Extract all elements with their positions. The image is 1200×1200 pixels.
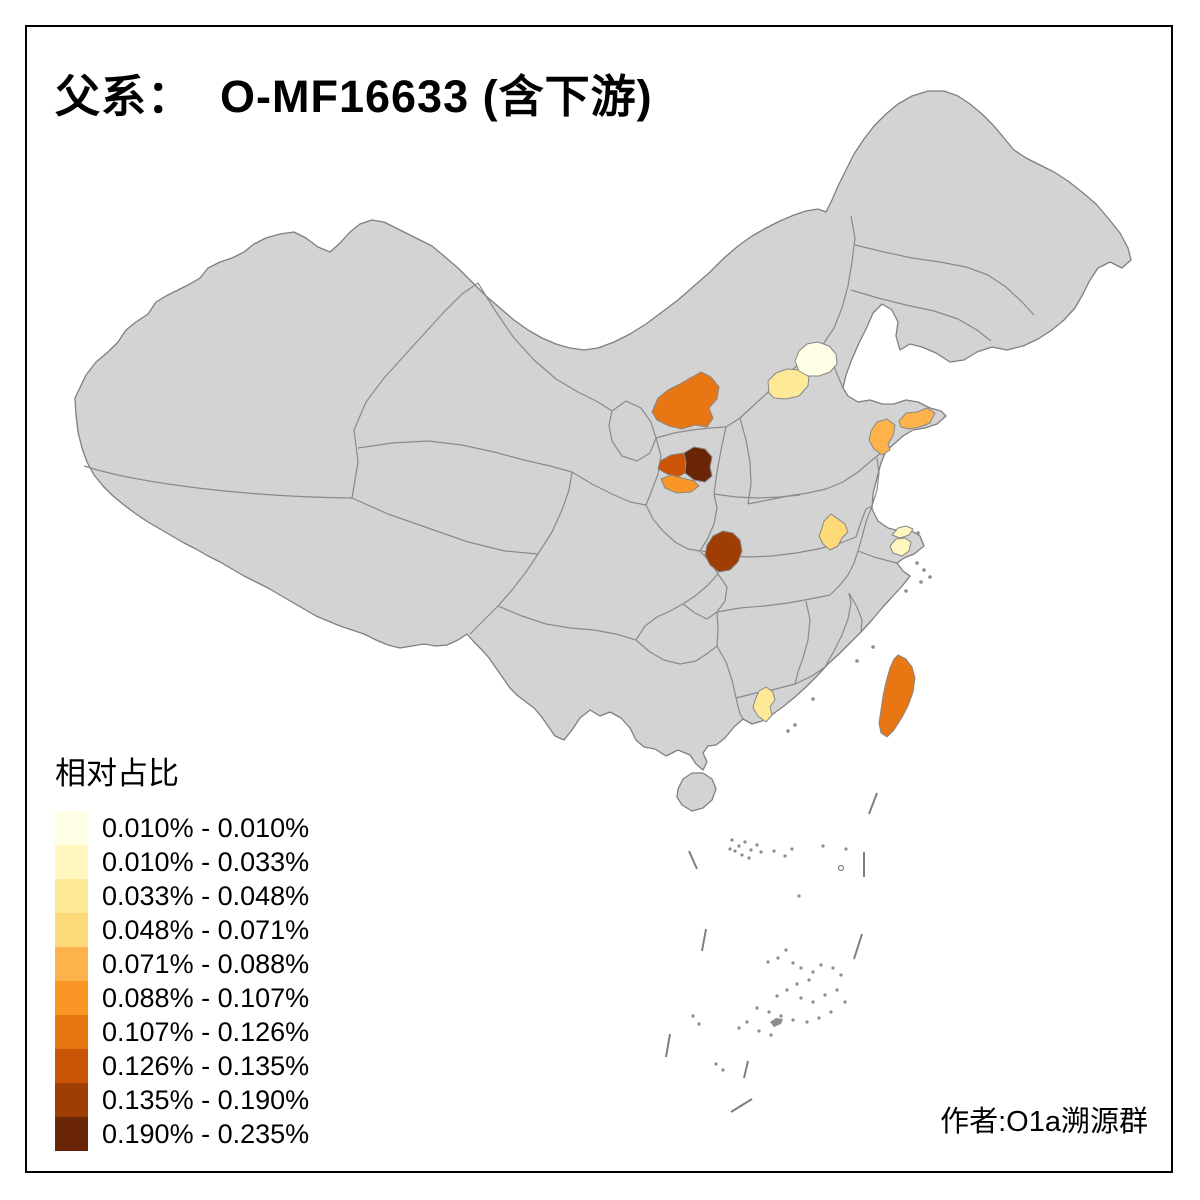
- legend-row: 0.071% - 0.088%: [55, 947, 309, 981]
- region-shandong-peninsula: [898, 407, 936, 430]
- legend-row: 0.033% - 0.048%: [55, 879, 309, 913]
- region-shandong-south: [868, 418, 896, 456]
- region-shaanxi-dark: [683, 446, 713, 483]
- legend-swatch: [55, 981, 88, 1015]
- region-west-guangdong: [752, 686, 776, 723]
- legend-label: 0.071% - 0.088%: [102, 948, 310, 979]
- legend-swatch: [55, 1049, 88, 1083]
- region-daba: [704, 530, 743, 573]
- legend-rows: 0.010% - 0.010% 0.010% - 0.033% 0.033% - 0…: [55, 811, 309, 1151]
- legend-swatch: [55, 1117, 88, 1151]
- legend-label: 0.088% - 0.107%: [102, 982, 310, 1013]
- legend-label: 0.126% - 0.135%: [102, 1050, 310, 1081]
- attribution-text: 作者:O1a溯源群: [940, 1106, 1148, 1138]
- region-ordos: [651, 371, 720, 430]
- legend-row: 0.010% - 0.010%: [55, 811, 309, 845]
- legend-label: 0.048% - 0.071%: [102, 914, 310, 945]
- nine-dash-line: [665, 792, 878, 1113]
- legend-swatch: [55, 879, 88, 913]
- legend-row: 0.126% - 0.135%: [55, 1049, 309, 1083]
- region-beijing: [794, 341, 838, 377]
- legend-swatch: [55, 913, 88, 947]
- legend-label: 0.010% - 0.010%: [102, 812, 310, 843]
- hainan-island: [676, 772, 717, 812]
- region-shanghai: [889, 537, 912, 557]
- map-legend: 相对占比 0.010% - 0.010% 0.010% - 0.033% 0.033…: [55, 748, 309, 1151]
- legend-label: 0.033% - 0.048%: [102, 880, 310, 911]
- legend-title: 相对占比: [55, 756, 179, 791]
- legend-label: 0.010% - 0.033%: [102, 846, 310, 877]
- legend-swatch: [55, 1083, 88, 1117]
- figure-frame: [25, 25, 1173, 1173]
- legend-label: 0.190% - 0.235%: [102, 1118, 310, 1149]
- legend-row: 0.048% - 0.071%: [55, 913, 309, 947]
- region-shaanxi-south: [660, 474, 700, 494]
- south-china-sea-islands: [665, 531, 932, 1113]
- legend-row: 0.107% - 0.126%: [55, 1015, 309, 1049]
- legend-swatch: [55, 1015, 88, 1049]
- legend-swatch: [55, 811, 88, 845]
- legend-row: 0.190% - 0.235%: [55, 1117, 309, 1151]
- legend-label: 0.107% - 0.126%: [102, 1016, 310, 1047]
- legend-swatch: [55, 845, 88, 879]
- region-jiangsu: [891, 525, 914, 539]
- legend-row: 0.010% - 0.033%: [55, 845, 309, 879]
- legend-swatch: [55, 947, 88, 981]
- region-anhui: [818, 513, 849, 551]
- legend-row: 0.088% - 0.107%: [55, 981, 309, 1015]
- colored-regions: [651, 341, 936, 738]
- legend-row: 0.135% - 0.190%: [55, 1083, 309, 1117]
- china-mainland-outline: [74, 90, 1132, 771]
- legend-label: 0.135% - 0.190%: [102, 1084, 310, 1115]
- page-title: 父系： O-MF16633 (含下游): [55, 71, 653, 122]
- mainland-landmass: [74, 90, 1132, 812]
- region-taiwan: [878, 654, 916, 738]
